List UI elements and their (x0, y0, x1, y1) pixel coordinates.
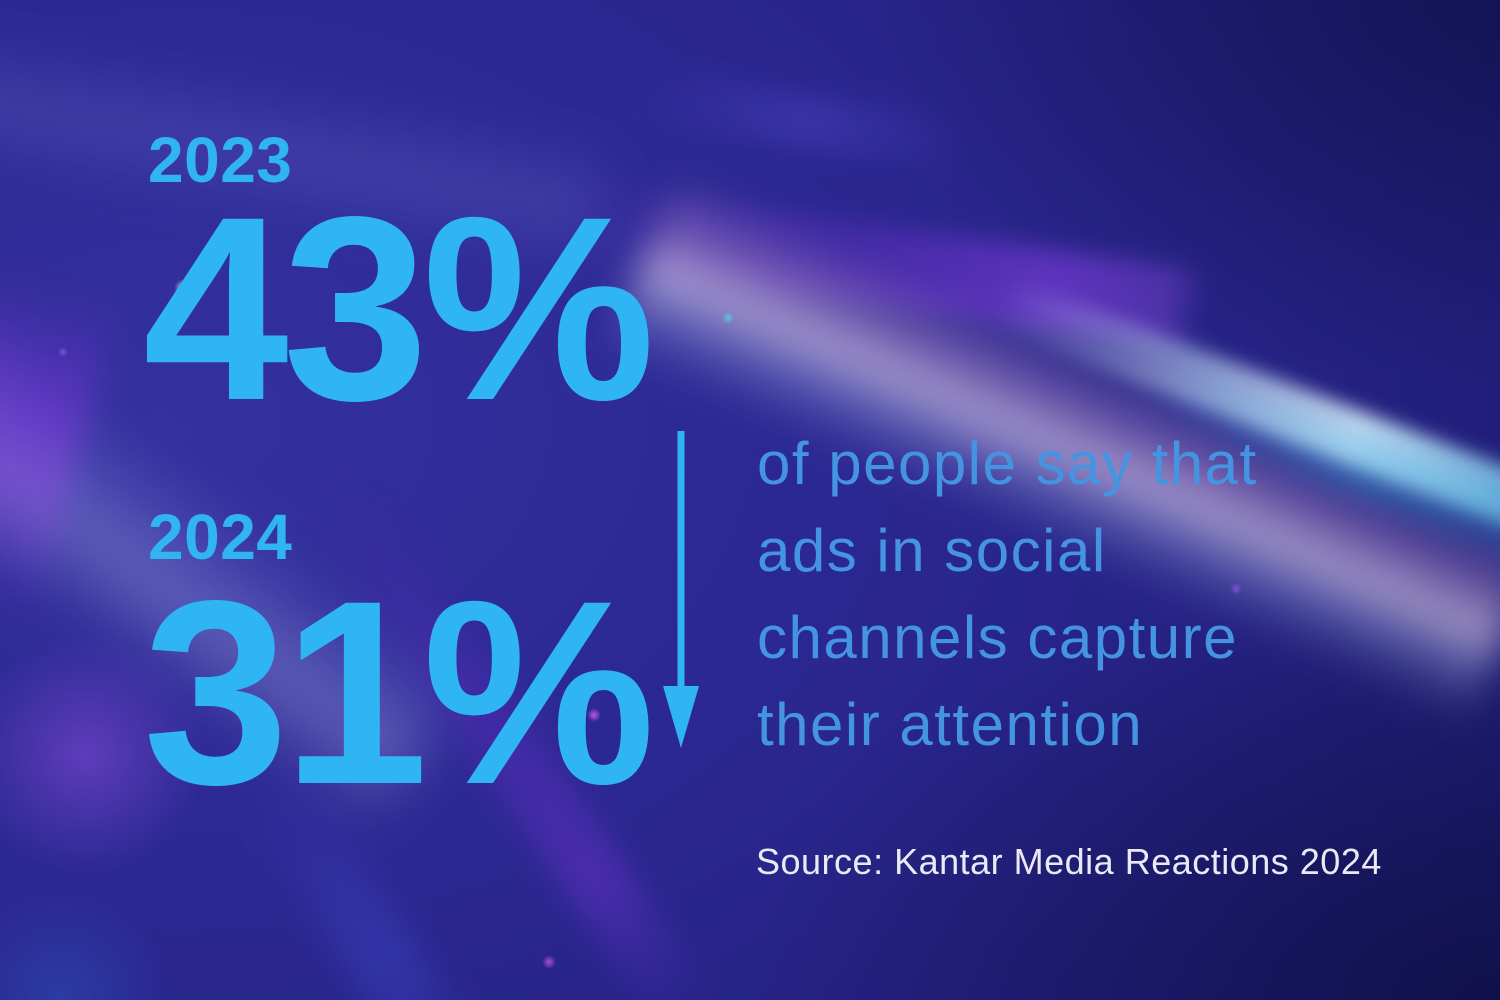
sparkle-dot (58, 347, 68, 357)
statement-line-2: ads in social (757, 517, 1107, 584)
statement-line-3: channels capture (757, 604, 1238, 671)
statement-text: of people say that ads in social channel… (757, 420, 1258, 768)
year-label-2023: 2023 (148, 124, 293, 196)
down-arrow-icon (663, 431, 699, 748)
sparkle-dot (542, 955, 556, 969)
blue-glow-corner (0, 880, 180, 1000)
purple-streak-left-edge (0, 268, 120, 612)
stat-value-2024: 31% (143, 546, 655, 839)
statement-line-1: of people say that (757, 430, 1258, 497)
stat-value-2023: 43% (143, 162, 655, 455)
year-label-2024: 2024 (148, 501, 293, 573)
indigo-streak-top (637, 69, 973, 173)
sparkle-dot (722, 312, 734, 324)
source-attribution: Source: Kantar Media Reactions 2024 (756, 841, 1382, 882)
statement-line-4: their attention (757, 691, 1144, 758)
